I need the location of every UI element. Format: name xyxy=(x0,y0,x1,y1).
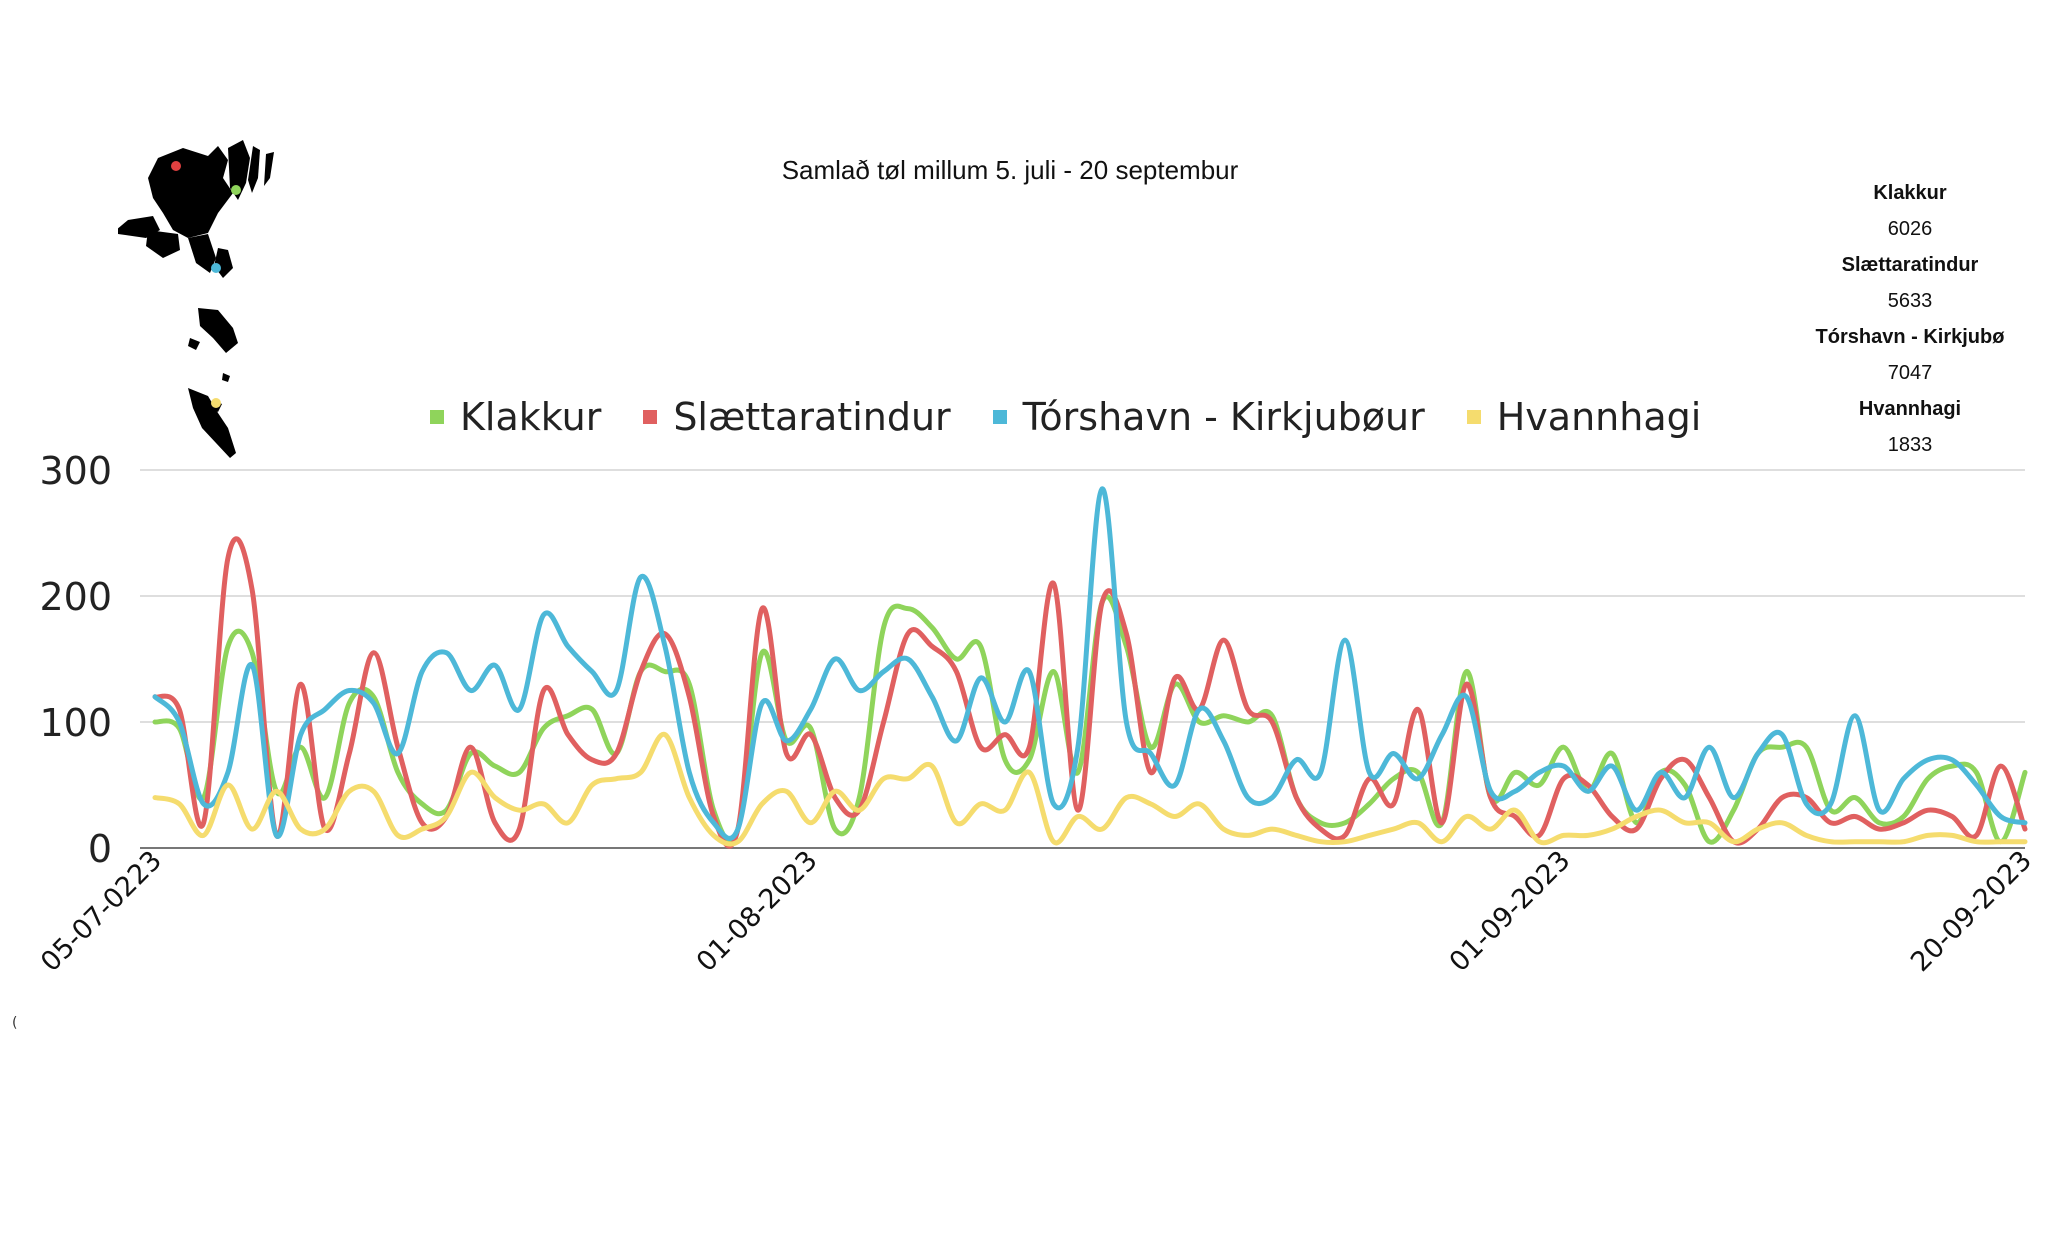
map-marker xyxy=(231,185,241,195)
map-marker xyxy=(171,161,181,171)
y-axis: 0 100 200 300 xyxy=(39,449,112,871)
x-tick-label: 01-09-2023 xyxy=(1444,845,1577,978)
chart-grid xyxy=(140,469,2025,849)
y-tick-label: 300 xyxy=(39,449,112,493)
legend-label: Klakkur xyxy=(460,395,602,439)
legend-label: Slættaratindur xyxy=(673,395,951,439)
total-name: Hvannhagi xyxy=(1858,398,1962,420)
total-name: Slættaratindur xyxy=(1841,254,1979,276)
totals-panel: Klakkur 6026 Slættaratindur 5633 Tórshav… xyxy=(1790,175,2030,463)
series-line xyxy=(152,732,2028,847)
legend-item-slaettaratindur: Slættaratindur xyxy=(643,395,951,439)
series-line xyxy=(152,486,2028,841)
map-marker xyxy=(211,263,221,273)
y-tick-label: 0 xyxy=(88,827,112,871)
series-line xyxy=(152,536,2028,849)
total-value: 6026 xyxy=(1887,218,1933,240)
legend-swatch xyxy=(643,410,658,424)
x-axis: 05-07-0223 01-08-2023 01-09-2023 20-09-2023 xyxy=(35,845,2038,978)
legend-item-klakkur: Klakkur xyxy=(430,395,601,439)
legend-swatch xyxy=(992,410,1007,424)
legend-item-torshavn-kirkjuboeur: Tórshavn - Kirkjubøur xyxy=(992,395,1425,439)
legend-item-hvannhagi: Hvannhagi xyxy=(1466,395,1702,439)
stray-mark: ( xyxy=(12,1015,18,1031)
chart-legend: Klakkur Slættaratindur Tórshavn - Kirkju… xyxy=(430,392,1743,442)
x-tick-label: 20-09-2023 xyxy=(1905,845,2038,978)
chart-title: Samlað tøl millum 5. juli - 20 septembur xyxy=(781,155,1239,185)
total-value: 5633 xyxy=(1887,290,1933,312)
map-marker xyxy=(211,398,221,408)
faroe-islands-map-icon xyxy=(118,140,274,458)
y-tick-label: 100 xyxy=(39,701,112,745)
y-tick-label: 200 xyxy=(39,575,112,619)
total-value: 7047 xyxy=(1887,362,1933,384)
legend-label: Hvannhagi xyxy=(1496,395,1702,439)
legend-swatch xyxy=(430,410,444,424)
x-tick-label: 01-08-2023 xyxy=(691,845,824,978)
chart-series xyxy=(152,486,2028,849)
total-name: Tórshavn - Kirkjubø xyxy=(1815,326,2005,348)
legend-label: Tórshavn - Kirkjubøur xyxy=(1022,395,1425,439)
total-name: Klakkur xyxy=(1873,182,1947,204)
legend-swatch xyxy=(1466,410,1481,424)
total-value: 1833 xyxy=(1887,434,1933,456)
